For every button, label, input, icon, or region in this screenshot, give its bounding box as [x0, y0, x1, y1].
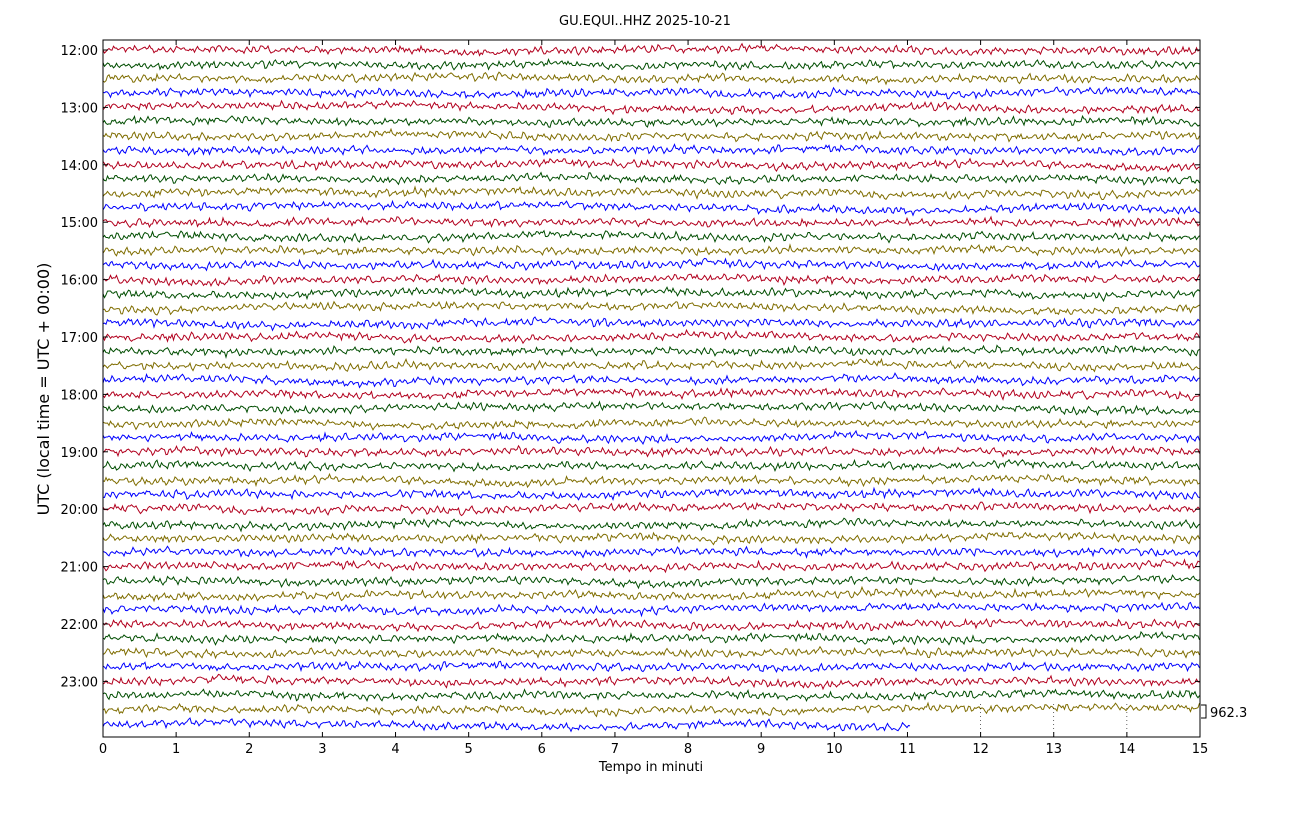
trace-line: [102, 344, 1200, 360]
y-tick-label: 18:00: [61, 388, 98, 403]
y-tick-label: 12:00: [61, 44, 98, 59]
trace-line: [102, 400, 1200, 417]
y-axis: 12:00 13:00 14:00 15:00 16:00 17:00 18:00 19:00…: [61, 44, 1200, 690]
x-tick-label: 15: [1192, 742, 1209, 757]
trace-line: [102, 630, 1200, 646]
chart-title: GU.EQUI..HHZ 2025-10-21: [559, 14, 731, 29]
x-tick-label: 8: [684, 742, 692, 757]
trace-line: [102, 316, 1200, 332]
x-tick-label: 0: [99, 742, 107, 757]
trace-line: [102, 645, 1200, 660]
x-tick-label: 5: [465, 742, 473, 757]
y-tick-label: 21:00: [61, 561, 98, 576]
plot-frame: [102, 39, 1201, 738]
x-tick-label: 4: [391, 742, 399, 757]
trace-line: [102, 717, 911, 733]
x-axis-label: Tempo in minuti: [598, 760, 703, 775]
trace-line: [102, 171, 1200, 186]
trace-line: [102, 257, 1200, 273]
trace-line: [102, 617, 1200, 633]
x-tick-label: 13: [1045, 742, 1062, 757]
y-tick-label: 19:00: [61, 446, 98, 461]
trace-line: [102, 660, 1200, 673]
trace-line: [102, 215, 1200, 229]
trace-line: [102, 558, 1200, 574]
y-tick-label: 23:00: [61, 675, 98, 690]
x-tick-label: 3: [318, 742, 326, 757]
trace-line: [102, 601, 1200, 618]
trace-line: [102, 300, 1200, 316]
trace-line: [102, 501, 1200, 517]
y-tick-label: 17:00: [61, 331, 98, 346]
trace-line: [102, 127, 1200, 143]
trace-line: [102, 328, 1200, 345]
x-tick-label: 12: [972, 742, 989, 757]
y-tick-label: 15:00: [61, 216, 98, 231]
trace-line: [102, 243, 1200, 258]
trace-line: [102, 517, 1200, 533]
trace-line: [102, 472, 1200, 489]
trace-line: [102, 286, 1200, 303]
x-tick-label: 14: [1119, 742, 1136, 757]
trace-line: [102, 673, 1200, 691]
scale-value-label: 962.3: [1210, 706, 1247, 721]
trace-line: [102, 42, 1200, 57]
y-axis-label: UTC (local time = UTC + 00:00): [34, 263, 53, 516]
x-tick-label: 11: [899, 742, 916, 757]
y-tick-label: 14:00: [61, 159, 98, 174]
x-tick-label: 6: [538, 742, 546, 757]
trace-line: [102, 273, 1200, 288]
y-tick-label: 22:00: [61, 618, 98, 633]
x-tick-label: 1: [172, 742, 180, 757]
x-tick-label: 2: [245, 742, 253, 757]
trace-line: [102, 185, 1200, 201]
trace-line: [102, 199, 1200, 217]
trace-line: [102, 86, 1200, 100]
trace-line: [102, 157, 1200, 173]
trace-line: [102, 444, 1200, 458]
grid-group: [980, 704, 1128, 737]
trace-line: [102, 387, 1200, 401]
trace-line: [102, 429, 1200, 445]
trace-line: [102, 688, 1200, 703]
trace-line: [102, 585, 1200, 603]
trace-line: [102, 99, 1200, 116]
scale-bracket: [1201, 704, 1207, 719]
trace-line: [102, 458, 1200, 473]
trace-line: [102, 143, 1200, 157]
trace-line: [102, 545, 1200, 559]
trace-line: [102, 357, 1200, 373]
trace-line: [102, 71, 1200, 86]
x-axis: 0 1 2 3 4 5 6 7 8 9 10 11 12 13 14 15: [99, 40, 1208, 757]
amplitude-scale: 962.3: [1201, 704, 1247, 721]
trace-line: [102, 58, 1200, 71]
trace-group: [102, 42, 1200, 733]
y-tick-label: 13:00: [61, 101, 98, 116]
trace-line: [102, 574, 1200, 590]
trace-line: [102, 701, 1200, 718]
trace-line: [102, 229, 1200, 244]
trace-line: [102, 372, 1200, 389]
x-tick-label: 7: [611, 742, 619, 757]
trace-line: [102, 486, 1200, 502]
trace-line: [102, 114, 1200, 128]
x-tick-label: 10: [826, 742, 843, 757]
trace-line: [102, 531, 1200, 546]
trace-line: [102, 416, 1200, 431]
y-tick-label: 16:00: [61, 274, 98, 289]
y-tick-label: 20:00: [61, 503, 98, 518]
x-tick-label: 9: [757, 742, 765, 757]
